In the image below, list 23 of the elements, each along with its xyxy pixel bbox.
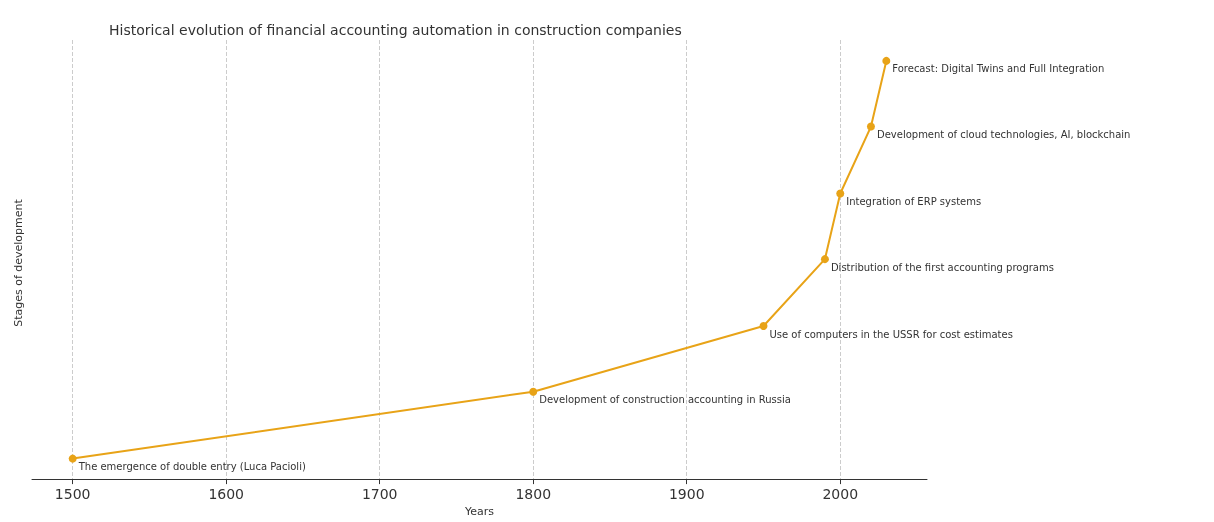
point xyxy=(820,255,829,264)
annotation: The emergence of double entry (Luca Pacioli) xyxy=(77,461,306,473)
annotation: Forecast: Digital Twins and Full Integration xyxy=(892,63,1105,75)
chart-title: Historical evolution of financial accounting automation in construction companies xyxy=(109,22,682,38)
point xyxy=(529,387,538,396)
point xyxy=(836,189,845,198)
x-tick-label: 2000 xyxy=(822,486,859,503)
point xyxy=(882,56,891,65)
point xyxy=(866,122,875,131)
annotation: Integration of ERP systems xyxy=(846,195,982,207)
x-tick-label: 1800 xyxy=(515,486,552,503)
y-axis-title: Stages of development xyxy=(11,198,25,327)
annotation: Use of computers in the USSR for cost estimates xyxy=(769,328,1013,340)
x-tick-label: 1700 xyxy=(361,486,398,503)
annotation: Distribution of the first accounting programs xyxy=(830,261,1054,273)
x-tick-label: 1600 xyxy=(208,486,245,503)
x-tick-label: 1500 xyxy=(54,486,91,503)
x-axis-title: Years xyxy=(463,505,495,518)
point xyxy=(759,322,768,331)
point xyxy=(68,454,77,463)
annotation: Development of construction accounting in Russia xyxy=(539,394,791,406)
annotation: Development of cloud technologies, AI, blockchain xyxy=(876,129,1131,141)
x-tick-label: 1900 xyxy=(668,486,705,503)
